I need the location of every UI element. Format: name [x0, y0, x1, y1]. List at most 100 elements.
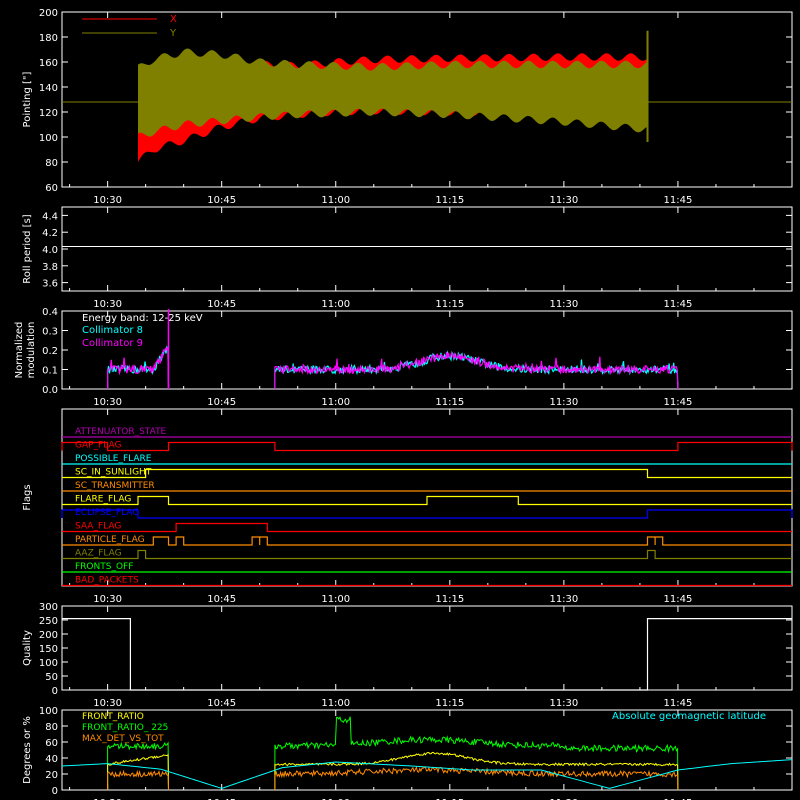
axes-frame-ratios: [61, 709, 793, 791]
y-tick-label: 4.4: [42, 211, 58, 222]
x-tick-label: 10:45: [207, 798, 236, 800]
y-tick-label: 0: [52, 686, 58, 697]
x-tick-label: 11:00: [321, 397, 350, 408]
flag-line: [62, 536, 792, 546]
x-tick-label: 11:15: [435, 594, 464, 605]
x-tick-label: 10:45: [207, 397, 236, 408]
x-tick-label: 11:15: [435, 299, 464, 310]
x-tick-label: 11:30: [549, 594, 578, 605]
y-tick-label: 3.6: [42, 279, 58, 290]
legend-label-collimator-9: Collimator 9: [82, 338, 143, 349]
y-tick-label: 140: [39, 83, 58, 94]
y-tick-label: 200: [39, 630, 58, 641]
flag-line: [62, 522, 792, 533]
x-tick-label: 10:30: [93, 397, 122, 408]
x-tick-label: 10:30: [93, 798, 122, 800]
axes-frame-roll: [61, 206, 793, 292]
flag-line: [62, 495, 792, 506]
flag-line: [62, 468, 792, 479]
flag-label: AAZ_FLAG: [75, 549, 122, 559]
legend-label-collimator-8: Collimator 8: [82, 325, 143, 336]
x-tick-label: 11:15: [435, 798, 464, 800]
y-tick-label: 120: [39, 108, 58, 119]
flag-label: ECLIPSE_FLAG: [75, 508, 139, 518]
flag-label: PARTICLE_FLAG: [75, 535, 145, 545]
x-tick-label: 11:45: [664, 698, 693, 709]
y-tick-label: 80: [45, 722, 58, 733]
legend-label-front-ratio-225: FRONT_RATIO_ 225: [82, 723, 168, 733]
legend-label-front-ratio: FRONT_RATIO: [82, 712, 144, 722]
y-tick-label: 80: [45, 158, 58, 169]
y-tick-label: 0.0: [42, 385, 58, 396]
flag-label: ATTENUATOR_STATE: [75, 427, 167, 437]
y-tick-label: 150: [39, 644, 58, 655]
y-tick-label: 60: [45, 738, 58, 749]
max-det-vs-tot-line: [107, 766, 679, 791]
y-tick-label: 0.3: [42, 327, 58, 338]
y-tick-label: 20: [45, 770, 58, 781]
y-axis-label: Flags: [22, 484, 33, 510]
y-tick-label: 300: [39, 602, 58, 613]
flag-label: BAD_PACKETS: [75, 576, 139, 586]
y-tick-label: 0.1: [42, 366, 58, 377]
x-tick-label: 10:45: [207, 594, 236, 605]
y-tick-label: 160: [39, 58, 58, 69]
y-axis-label: Quality: [22, 630, 33, 666]
x-tick-label: 11:45: [664, 195, 693, 206]
y-tick-label: 100: [39, 133, 58, 144]
x-tick-label: 10:45: [207, 698, 236, 709]
x-tick-label: 11:45: [664, 299, 693, 310]
flag-label: FLARE_FLAG: [75, 495, 131, 505]
x-tick-label: 10:30: [93, 594, 122, 605]
legend-label-x: X: [170, 14, 177, 25]
legend-label-y: Y: [169, 28, 177, 39]
y-axis-label: Pointing ["]: [22, 71, 33, 127]
x-tick-label: 11:15: [435, 698, 464, 709]
y-axis-label: Normalized: [14, 322, 25, 379]
x-tick-label: 11:15: [435, 397, 464, 408]
x-tick-label: 11:30: [549, 698, 578, 709]
x-tick-label: 11:00: [321, 299, 350, 310]
y-tick-label: 180: [39, 33, 58, 44]
y-axis-label: modulation: [26, 322, 37, 379]
flag-label: FRONTS_OFF: [75, 562, 133, 572]
y-tick-label: 3.8: [42, 262, 58, 273]
x-tick-label: 11:30: [549, 195, 578, 206]
axes-frame-pointing: [61, 11, 793, 188]
y-tick-label: 200: [39, 8, 58, 19]
x-tick-label: 11:15: [435, 195, 464, 206]
front-ratio-line: [107, 751, 679, 791]
modulation-line-collimator-9: [107, 346, 679, 390]
y-tick-label: 100: [39, 658, 58, 669]
y-tick-label: 0.4: [42, 307, 58, 318]
x-tick-label: 10:30: [93, 195, 122, 206]
x-tick-label: 11:30: [549, 397, 578, 408]
y-tick-label: 4.0: [42, 245, 58, 256]
flag-label: SC_TRANSMITTER: [75, 481, 155, 491]
x-tick-label: 10:30: [93, 698, 122, 709]
y-tick-label: 250: [39, 616, 58, 627]
x-tick-label: 10:30: [93, 299, 122, 310]
y-pointing-band: [138, 48, 648, 137]
x-tick-label: 11:30: [549, 299, 578, 310]
x-tick-label: 11:45: [664, 798, 693, 800]
y-tick-label: 60: [45, 183, 58, 194]
y-tick-label: 100: [39, 706, 58, 717]
flag-line: [62, 549, 792, 560]
legend-label-max-det-vs-tot: MAX_DET_VS_TOT: [82, 734, 164, 744]
x-tick-label: 11:00: [321, 698, 350, 709]
flag-label: POSSIBLE_FLARE: [75, 454, 152, 464]
front-ratio-225-line: [107, 715, 679, 791]
flag-label: GAP_FLAG: [75, 441, 121, 451]
y-axis-label: Roll period [s]: [22, 214, 33, 283]
y-tick-label: 0.2: [42, 346, 58, 357]
energy-band-label: Energy band: 12-25 keV: [82, 313, 203, 324]
x-tick-label: 10:45: [207, 299, 236, 310]
x-tick-label: 11:45: [664, 594, 693, 605]
legend-label-geomagnetic-latitude: Absolute geomagnetic latitude: [612, 711, 766, 722]
x-tick-label: 11:45: [664, 397, 693, 408]
flag-line: [61, 509, 793, 519]
geomagnetic-latitude-line: [61, 759, 793, 789]
x-tick-label: 11:00: [321, 594, 350, 605]
